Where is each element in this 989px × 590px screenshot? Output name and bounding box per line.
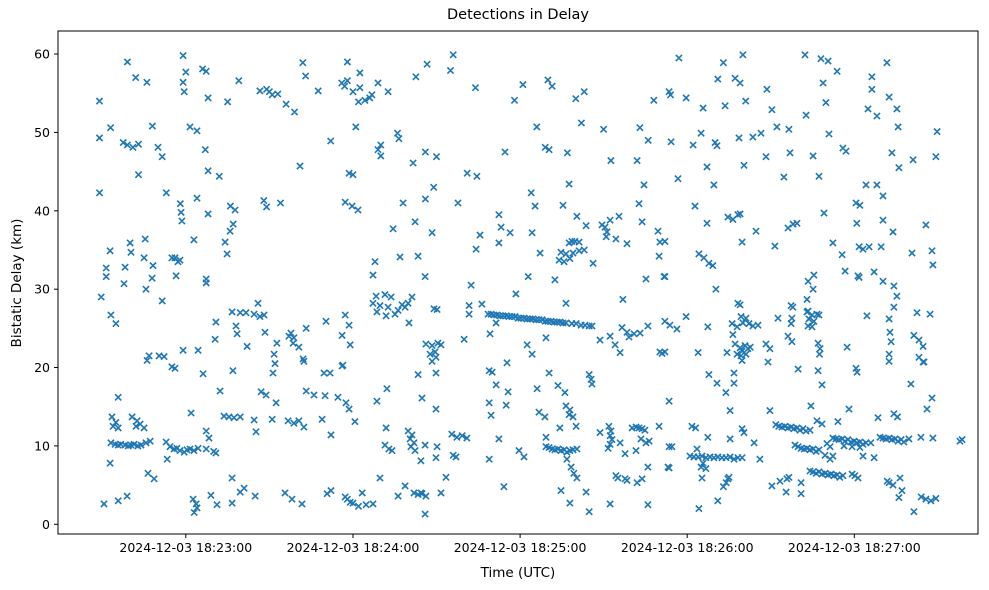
y-tick-label: 20 — [34, 360, 50, 375]
y-axis-label: Bistatic Delay (km) — [9, 218, 25, 348]
x-tick-label: 2024-12-03 18:23:00 — [119, 540, 252, 555]
y-tick-label: 30 — [34, 282, 50, 297]
y-tick-label: 0 — [42, 517, 50, 532]
y-tick-label: 40 — [34, 203, 50, 218]
y-tick-label: 10 — [34, 438, 50, 453]
x-axis-label: Time (UTC) — [480, 565, 556, 581]
y-tick-label: 60 — [34, 47, 50, 62]
scatter-points — [95, 51, 966, 518]
x-tick-label: 2024-12-03 18:27:00 — [788, 540, 921, 555]
chart-title: Detections in Delay — [446, 7, 590, 23]
y-tick-label: 50 — [34, 125, 50, 140]
x-tick-label: 2024-12-03 18:25:00 — [454, 540, 587, 555]
x-tick-label: 2024-12-03 18:24:00 — [287, 540, 420, 555]
x-tick-label: 2024-12-03 18:26:00 — [621, 540, 754, 555]
plot-frame — [57, 30, 979, 535]
